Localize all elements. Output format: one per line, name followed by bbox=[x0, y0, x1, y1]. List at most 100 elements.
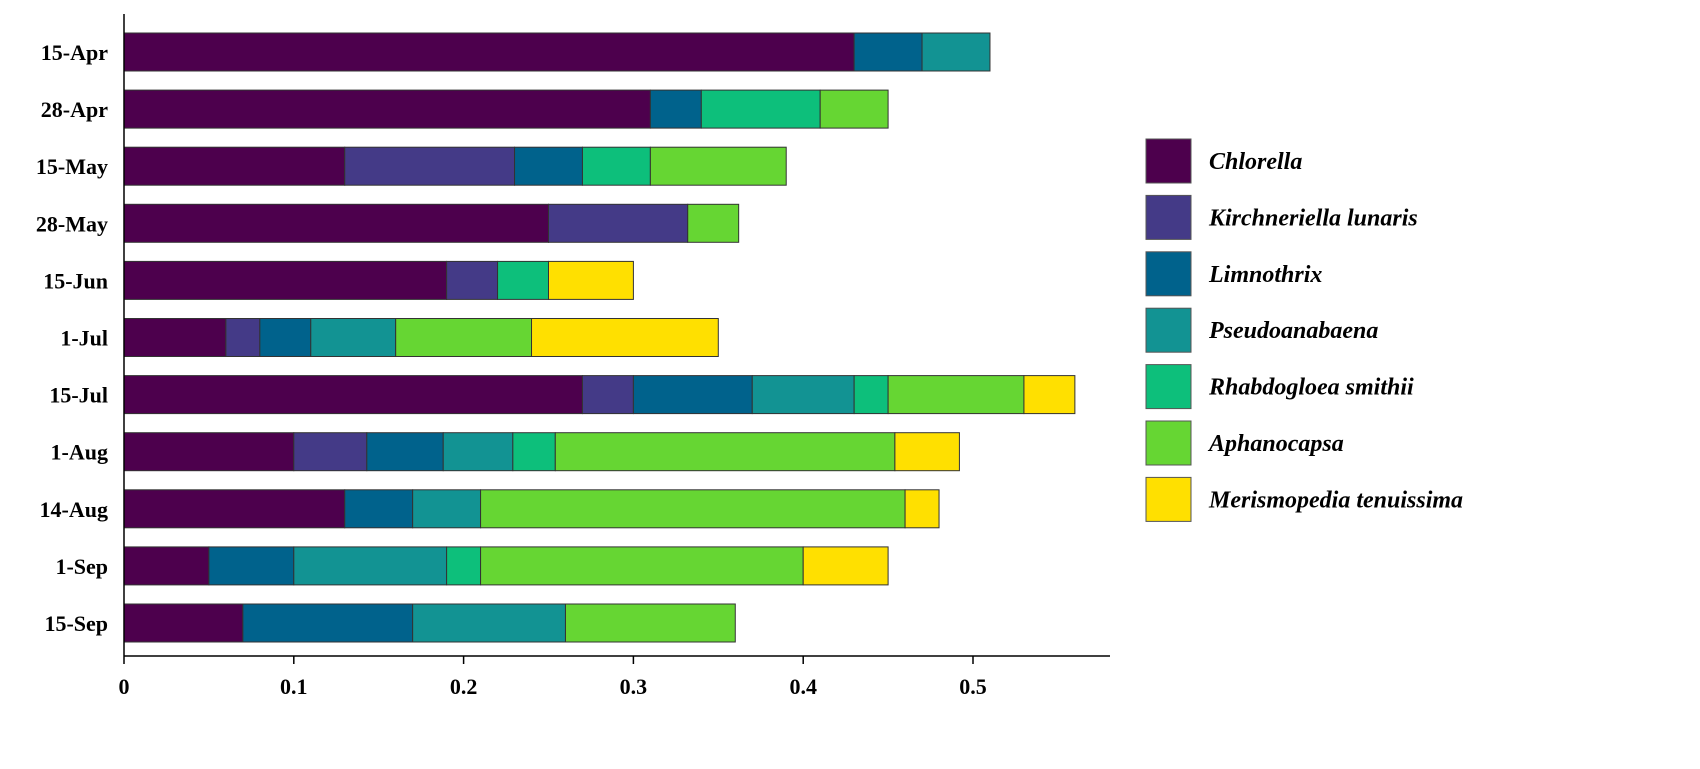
bar-row bbox=[123, 432, 960, 472]
bar-row bbox=[123, 546, 889, 586]
bar-segment-rhabdogloea-smithii bbox=[497, 260, 549, 300]
bar-segment-kirchneriella-lunaris bbox=[293, 432, 368, 472]
category-labels: 15-Apr 28-Apr 15-May 28-May 15-Jun 1-Jul 15-Ju… bbox=[36, 40, 108, 636]
legend-swatch bbox=[1145, 476, 1192, 522]
bar-segment-kirchneriella-lunaris bbox=[446, 260, 499, 300]
legend-label: Kirchneriella lunaris bbox=[1208, 205, 1418, 231]
bar-row bbox=[123, 489, 940, 529]
bar-segment-pseudoanabaena bbox=[293, 546, 448, 586]
legend-item: Kirchneriella lunaris bbox=[1145, 194, 1418, 240]
bar-segment-rhabdogloea-smithii bbox=[512, 432, 556, 472]
bar-segment-chlorella bbox=[123, 318, 227, 357]
bar-row bbox=[123, 32, 991, 72]
bar-segment-limnothrix bbox=[853, 32, 923, 72]
legend-swatch bbox=[1145, 251, 1192, 297]
category-label: 14-Aug bbox=[40, 497, 108, 522]
category-label: 28-Apr bbox=[41, 97, 108, 122]
bar-segment-chlorella bbox=[123, 89, 651, 129]
category-label: 1-Sep bbox=[55, 554, 108, 579]
x-tick-label: 0.4 bbox=[789, 674, 817, 699]
bar-segment-pseudoanabaena bbox=[921, 32, 991, 72]
bar-segment-chlorella bbox=[123, 603, 244, 643]
category-label: 15-Sep bbox=[44, 611, 108, 636]
bar-segment-merismopedia-tenuissima bbox=[894, 432, 960, 472]
legend-swatch bbox=[1145, 194, 1192, 240]
legend-item: Chlorella bbox=[1145, 138, 1302, 184]
legend-label: Aphanocapsa bbox=[1207, 431, 1344, 457]
bar-segment-pseudoanabaena bbox=[310, 318, 397, 357]
bar-row bbox=[123, 89, 889, 129]
x-tick-label: 0.3 bbox=[620, 674, 648, 699]
bar-segment-merismopedia-tenuissima bbox=[548, 260, 634, 300]
legend-label: Chlorella bbox=[1209, 149, 1302, 175]
legend-swatch bbox=[1145, 138, 1192, 184]
bar-segment-merismopedia-tenuissima bbox=[802, 546, 889, 586]
bar-segment-aphanocapsa bbox=[480, 489, 906, 529]
legend-label: Pseudoanabaena bbox=[1208, 318, 1378, 344]
x-tick-label: 0.1 bbox=[280, 674, 308, 699]
legend-label: Merismopedia tenuissima bbox=[1208, 487, 1463, 513]
legend-label: Limnothrix bbox=[1208, 262, 1322, 288]
bar-segment-pseudoanabaena bbox=[412, 603, 566, 643]
bar-segment-limnothrix bbox=[259, 318, 312, 357]
legend-swatch bbox=[1145, 307, 1192, 353]
bar-segment-rhabdogloea-smithii bbox=[446, 546, 482, 586]
category-label: 15-Jun bbox=[43, 268, 108, 293]
legend-swatch bbox=[1145, 420, 1192, 466]
bar-segment-chlorella bbox=[123, 146, 346, 186]
bar-segment-aphanocapsa bbox=[649, 146, 787, 186]
bar-segment-pseudoanabaena bbox=[412, 489, 482, 529]
bar-row bbox=[123, 203, 740, 243]
x-tick-label: 0.2 bbox=[450, 674, 478, 699]
legend: Chlorella Kirchneriella lunaris Limnothrix… bbox=[1145, 138, 1463, 522]
bar-segment-rhabdogloea-smithii bbox=[581, 146, 651, 186]
legend-item: Rhabdogloea smithii bbox=[1145, 364, 1414, 410]
x-tick-label: 0.5 bbox=[959, 674, 987, 699]
bar-segment-chlorella bbox=[123, 260, 448, 300]
legend-item: Aphanocapsa bbox=[1145, 420, 1344, 466]
bar-segment-chlorella bbox=[123, 32, 855, 72]
bar-segment-aphanocapsa bbox=[687, 203, 740, 243]
legend-label: Rhabdogloea smithii bbox=[1208, 375, 1414, 401]
bar-segment-merismopedia-tenuissima bbox=[1023, 375, 1076, 415]
bar-segment-limnothrix bbox=[208, 546, 295, 586]
bar-segment-limnothrix bbox=[514, 146, 583, 186]
category-label: 15-Apr bbox=[41, 40, 108, 65]
bar-segment-aphanocapsa bbox=[480, 546, 804, 586]
bar-row bbox=[123, 146, 787, 186]
category-label: 15-Jul bbox=[49, 383, 108, 408]
bar-segment-pseudoanabaena bbox=[751, 375, 855, 415]
bar-segment-chlorella bbox=[123, 375, 583, 415]
bar-segment-aphanocapsa bbox=[554, 432, 896, 472]
bar-segment-chlorella bbox=[123, 489, 346, 529]
bar-segment-merismopedia-tenuissima bbox=[531, 318, 719, 357]
bar-segment-aphanocapsa bbox=[819, 89, 889, 129]
bar-segment-rhabdogloea-smithii bbox=[853, 375, 889, 415]
bar-segment-aphanocapsa bbox=[395, 318, 533, 357]
bar-segment-kirchneriella-lunaris bbox=[581, 375, 634, 415]
bar-segment-kirchneriella-lunaris bbox=[344, 146, 516, 186]
x-axis: 0 0.1 0.2 0.3 0.4 0.5 bbox=[119, 655, 1110, 699]
legend-item: Pseudoanabaena bbox=[1145, 307, 1378, 353]
bar-area bbox=[123, 32, 1076, 643]
bar-segment-chlorella bbox=[123, 432, 295, 472]
x-tick-label: 0 bbox=[119, 674, 130, 699]
category-label: 1-Aug bbox=[51, 440, 108, 465]
bar-segment-limnothrix bbox=[366, 432, 444, 472]
category-label: 15-May bbox=[36, 154, 108, 179]
legend-item: Limnothrix bbox=[1145, 251, 1322, 297]
legend-swatch bbox=[1145, 364, 1192, 410]
bar-row bbox=[123, 603, 736, 643]
bar-segment-kirchneriella-lunaris bbox=[225, 318, 261, 357]
legend-item: Merismopedia tenuissima bbox=[1145, 476, 1463, 522]
bar-segment-aphanocapsa bbox=[887, 375, 1025, 415]
bar-segment-limnothrix bbox=[649, 89, 702, 129]
bar-segment-limnothrix bbox=[344, 489, 414, 529]
bar-segment-limnothrix bbox=[632, 375, 753, 415]
bar-segment-kirchneriella-lunaris bbox=[548, 203, 689, 243]
bar-segment-limnothrix bbox=[242, 603, 414, 643]
bar-segment-pseudoanabaena bbox=[442, 432, 514, 472]
bar-row bbox=[123, 375, 1076, 415]
bar-segment-aphanocapsa bbox=[564, 603, 736, 643]
